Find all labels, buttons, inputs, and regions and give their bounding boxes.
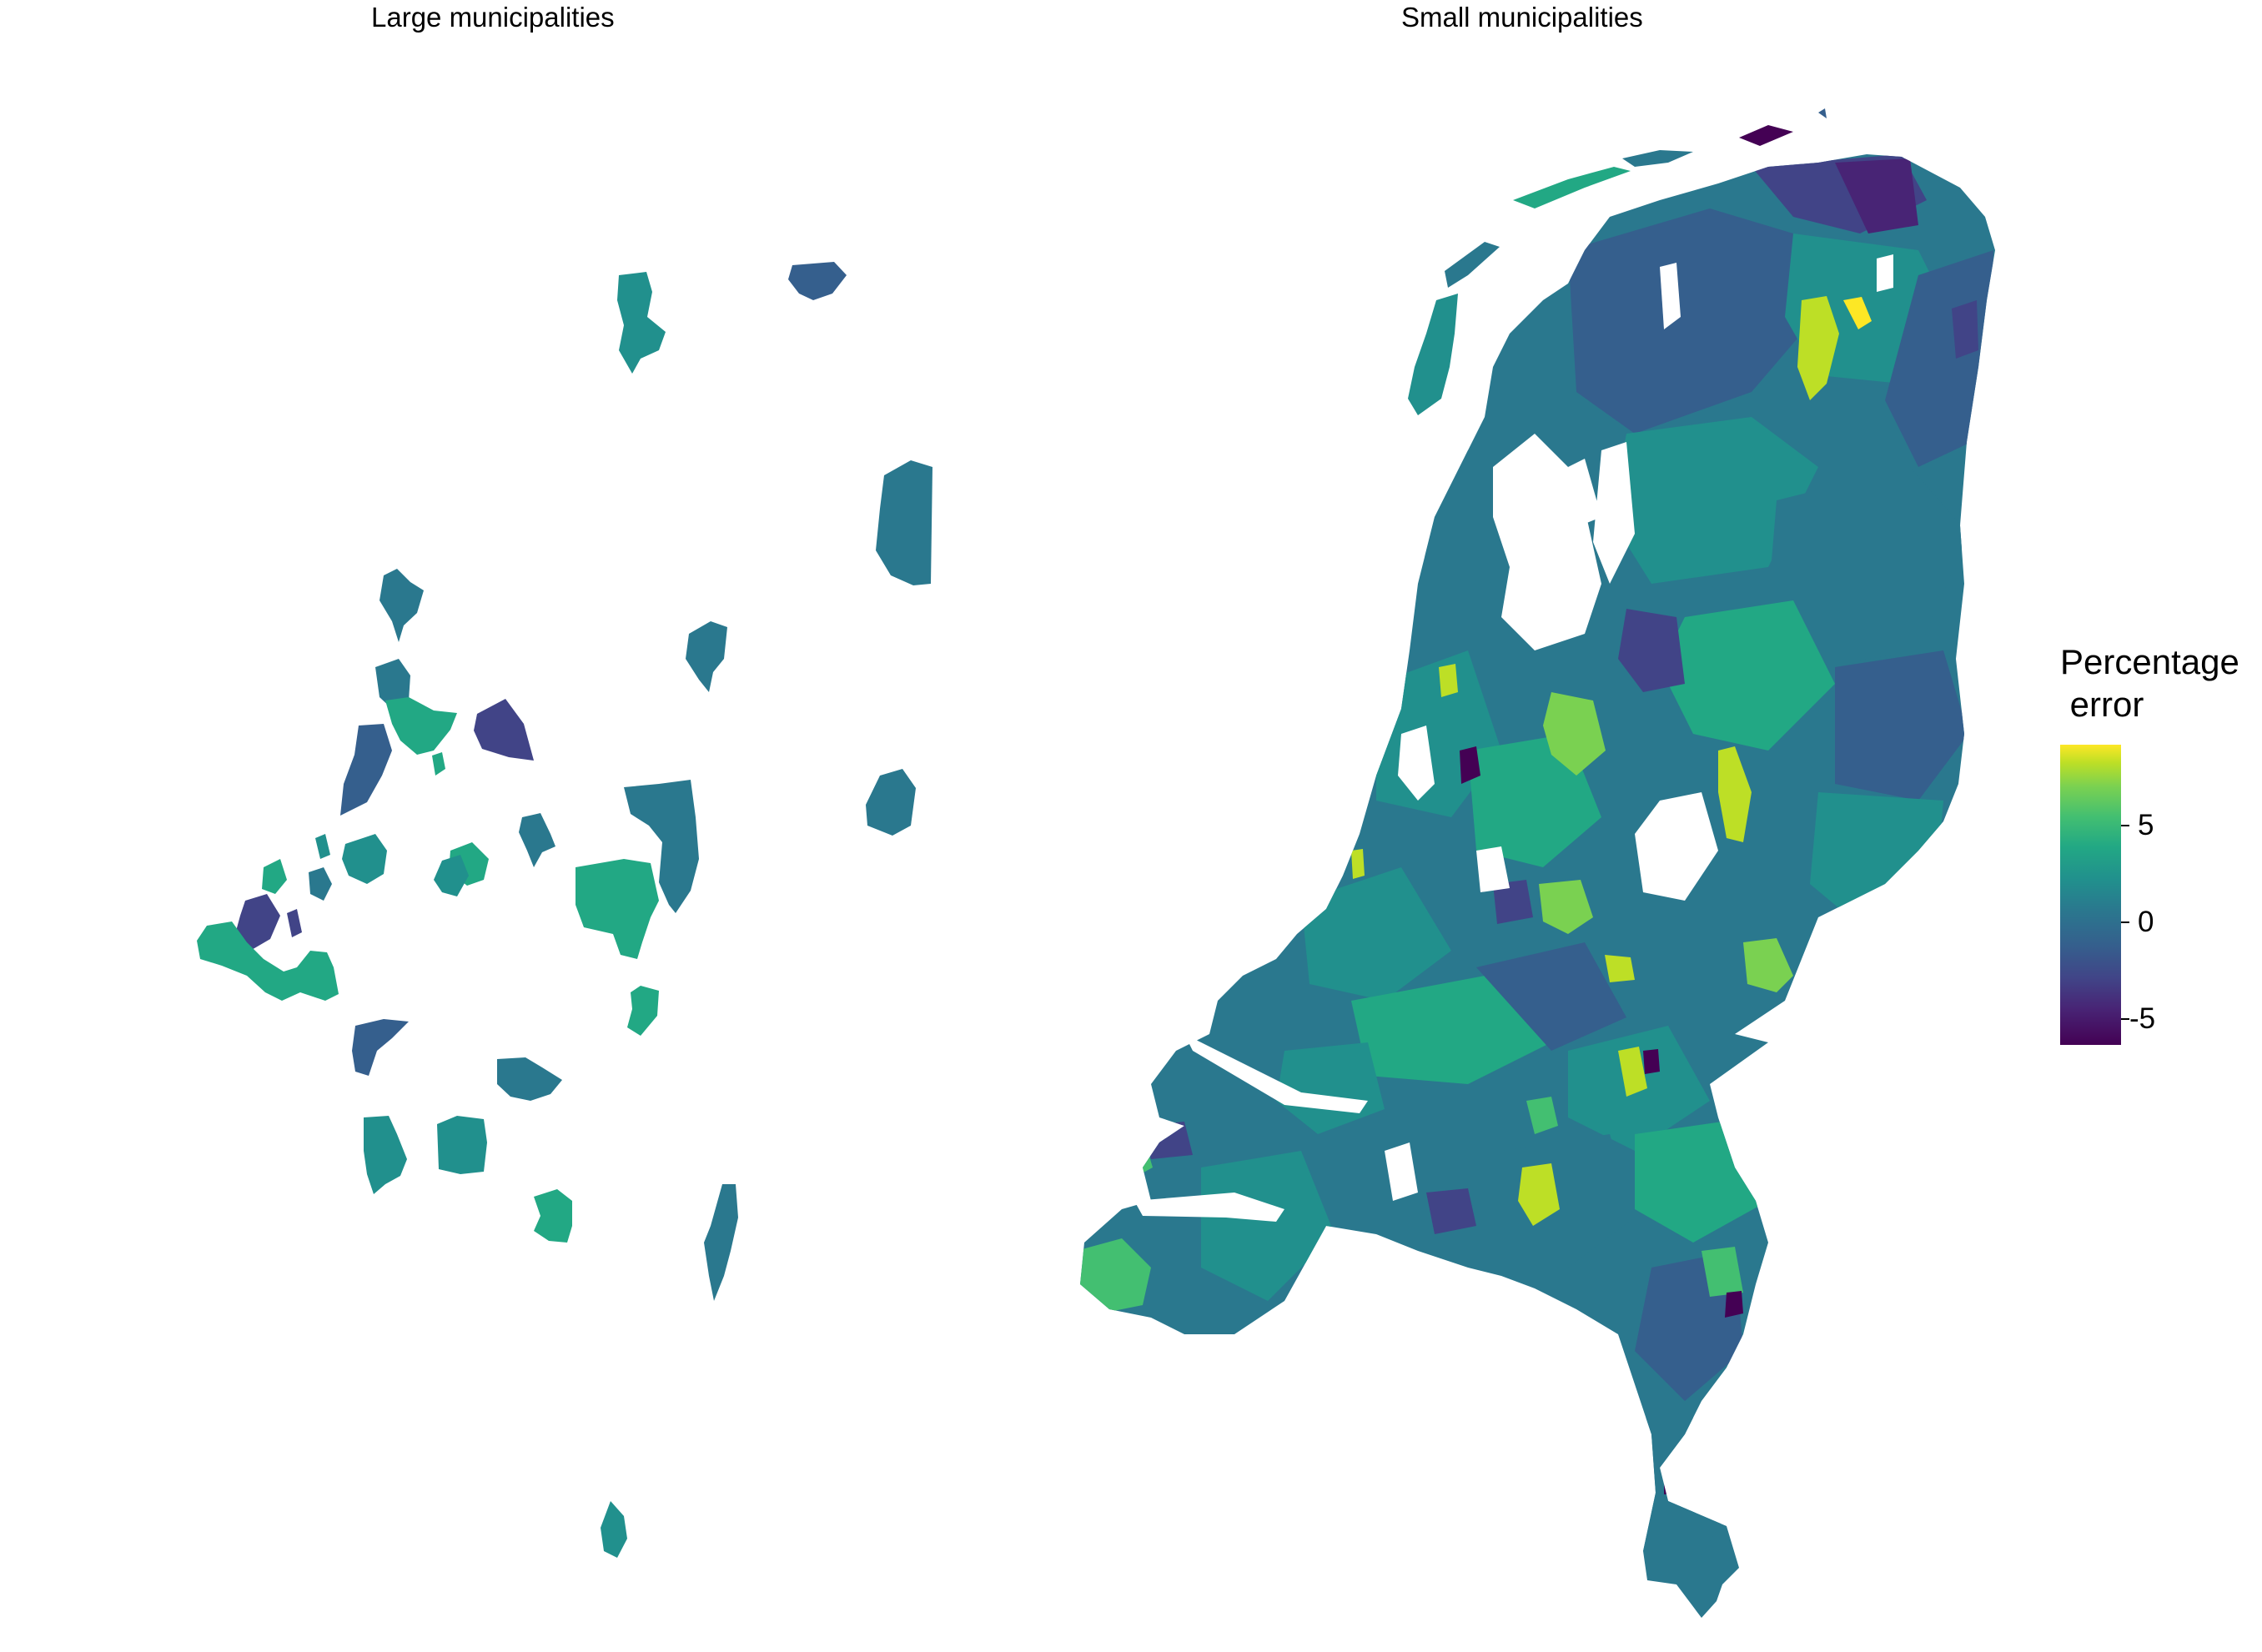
region-large-delft[interactable] bbox=[287, 909, 302, 937]
region-large-den-haag-west[interactable] bbox=[262, 859, 287, 894]
water-north-gap bbox=[1568, 459, 1601, 525]
region-large-breda[interactable] bbox=[364, 1116, 407, 1194]
water-gap-centre bbox=[1476, 846, 1510, 892]
region-large-westland[interactable] bbox=[197, 921, 339, 1001]
region-large-den-haag[interactable] bbox=[235, 894, 280, 951]
small-municipalities-map bbox=[1080, 108, 1995, 1618]
region-large-apeldoorn[interactable] bbox=[624, 780, 699, 913]
legend-tick-label-0: 0 bbox=[2138, 906, 2154, 938]
region-large-zoetermeer[interactable] bbox=[309, 867, 332, 901]
region-large-enschede[interactable] bbox=[866, 769, 916, 836]
region-large-amersfoort[interactable] bbox=[432, 752, 445, 776]
region-large-tilburg[interactable] bbox=[437, 1116, 487, 1174]
region-large-maastricht[interactable] bbox=[601, 1501, 627, 1558]
region-small-ameland[interactable] bbox=[1622, 150, 1693, 167]
region-large-zwijndrecht[interactable] bbox=[627, 986, 659, 1036]
legend-colorbar bbox=[2060, 745, 2121, 1045]
region-large-ede[interactable] bbox=[434, 855, 469, 896]
region-large-eindhoven[interactable] bbox=[704, 1184, 738, 1301]
region-large-amsterdam[interactable] bbox=[385, 697, 457, 755]
water-gap-west bbox=[1398, 726, 1435, 801]
region-large-arnhem-nijmegen[interactable] bbox=[576, 859, 659, 959]
panel-title-large: Large municipalities bbox=[371, 2, 615, 33]
legend-title-line1: Percentage bbox=[2060, 642, 2239, 681]
region-large-emmen-lelystad[interactable] bbox=[876, 460, 932, 585]
region-large-zaanstad[interactable] bbox=[375, 659, 410, 709]
water-flevoland-gap bbox=[1593, 442, 1635, 584]
water-veluwe-gap bbox=[1635, 792, 1718, 901]
region-large-leeuwarden[interactable] bbox=[617, 272, 666, 374]
region-large-zwolle[interactable] bbox=[686, 621, 727, 692]
water-brabant-gap bbox=[1385, 1142, 1418, 1201]
region-large-alkmaar[interactable] bbox=[380, 569, 424, 642]
legend-title-line2: error bbox=[2060, 685, 2144, 724]
region-large-almere[interactable] bbox=[474, 699, 534, 761]
legend-tick-minus5 bbox=[2121, 1018, 2129, 1020]
water-loosdrecht bbox=[1877, 254, 1893, 292]
region-large-dordrecht[interactable] bbox=[497, 1057, 562, 1101]
region-large-groningen[interactable] bbox=[788, 262, 847, 300]
region-large-haarlem[interactable] bbox=[340, 724, 392, 816]
legend-title: Percentage error bbox=[2060, 640, 2239, 726]
region-small-schiermonnikoog[interactable] bbox=[1739, 125, 1793, 146]
region-large-utrecht[interactable] bbox=[342, 834, 387, 884]
panel-title-small: Small municipalities bbox=[1401, 2, 1643, 33]
region-small-vlieland[interactable] bbox=[1445, 242, 1500, 288]
region-small-rottumeroog[interactable] bbox=[1818, 108, 1827, 118]
region-large-rotterdam[interactable] bbox=[352, 1019, 409, 1076]
legend-tick-0 bbox=[2121, 921, 2129, 923]
region-large-amstelveen[interactable] bbox=[519, 813, 555, 867]
legend-tick-label-minus5: -5 bbox=[2129, 1002, 2156, 1035]
water-zeeland-west bbox=[1134, 1193, 1284, 1222]
region-small-terschelling[interactable] bbox=[1513, 167, 1631, 208]
water-lauwersmeer bbox=[1660, 263, 1681, 329]
region-large-den-bosch[interactable] bbox=[534, 1189, 572, 1243]
legend-tick-5 bbox=[2121, 825, 2129, 826]
water-zeeland-east bbox=[1184, 1034, 1368, 1113]
region-large-leiden[interactable] bbox=[315, 834, 330, 859]
legend-tick-label-5: 5 bbox=[2138, 809, 2154, 841]
region-small-texel[interactable] bbox=[1408, 294, 1458, 415]
large-municipalities-map bbox=[197, 262, 932, 1558]
